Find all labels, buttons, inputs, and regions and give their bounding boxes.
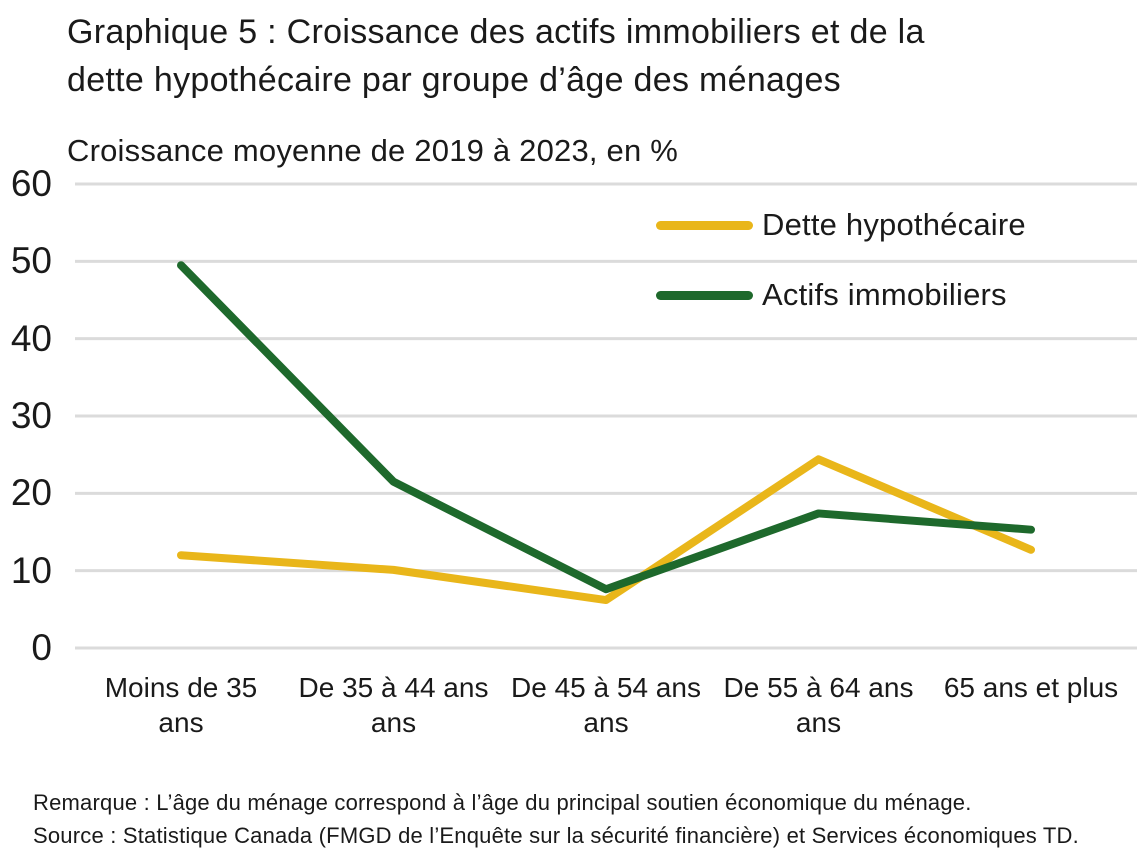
- y-tick-label-50: 50: [10, 240, 52, 282]
- y-tick-label-10: 10: [10, 549, 52, 591]
- x-category-label-line: De 45 à 54 ans: [511, 672, 701, 703]
- chart-title-line-1: Graphique 5 : Croissance des actifs immo…: [67, 13, 925, 51]
- legend-label-actifs-immobiliers: Actifs immobiliers: [762, 277, 1007, 312]
- x-category-label-3: De 55 à 64 ans ans: [707, 670, 931, 740]
- footnote-remark: Remarque : L’âge du ménage correspond à …: [33, 790, 972, 815]
- y-tick-label-20: 20: [10, 472, 52, 514]
- legend-label-dette-hypothecaire: Dette hypothécaire: [762, 207, 1026, 242]
- y-tick-label-60: 60: [10, 163, 52, 204]
- x-category-label-line: De 55 à 64 ans: [723, 672, 914, 703]
- x-category-label-1: De 35 à 44 ans ans: [282, 670, 506, 740]
- chart-title-line-2: dette hypothécaire par groupe d’âge des …: [67, 61, 841, 99]
- x-category-label-line: ans: [795, 707, 842, 738]
- x-category-label-line: ans: [370, 707, 417, 738]
- x-category-label-line: ans: [583, 707, 629, 738]
- legend-swatch-dette-hypothecaire: [656, 220, 753, 230]
- legend-swatch-actifs-immobiliers: [656, 290, 753, 300]
- y-tick-label-40: 40: [10, 317, 52, 359]
- x-category-label-line: ans: [158, 707, 204, 738]
- x-category-label-line: 65 ans et plus: [943, 672, 1119, 703]
- legend: Dette hypothécaire Actifs immobiliers: [656, 203, 1026, 343]
- legend-item-dette-hypothecaire: Dette hypothécaire: [656, 203, 1026, 247]
- y-tick-label-30: 30: [10, 395, 52, 436]
- y-tick-label-0: 0: [31, 627, 52, 668]
- x-category-label-line: Moins de 35: [104, 672, 258, 703]
- chart-subtitle: Croissance moyenne de 2019 à 2023, en %: [67, 133, 678, 168]
- footnote-source: Source : Statistique Canada (FMGD de l’E…: [33, 823, 1079, 848]
- series-line-0-dette-hypoth-caire: [177, 455, 1035, 605]
- x-category-label-4: 65 ans et plus: [919, 670, 1139, 705]
- footnotes: Remarque : L’âge du ménage correspond à …: [33, 786, 1133, 850]
- series-line-1-actifs-immobiliers: [177, 261, 1035, 594]
- x-category-label-line: De 35 à 44 ans: [298, 672, 489, 703]
- chart-title: Graphique 5 : Croissance des actifs immo…: [67, 8, 1127, 104]
- x-category-label-0: Moins de 35 ans: [69, 670, 293, 740]
- x-category-label-2: De 45 à 54 ans ans: [494, 670, 718, 740]
- legend-item-actifs-immobiliers: Actifs immobiliers: [656, 273, 1026, 317]
